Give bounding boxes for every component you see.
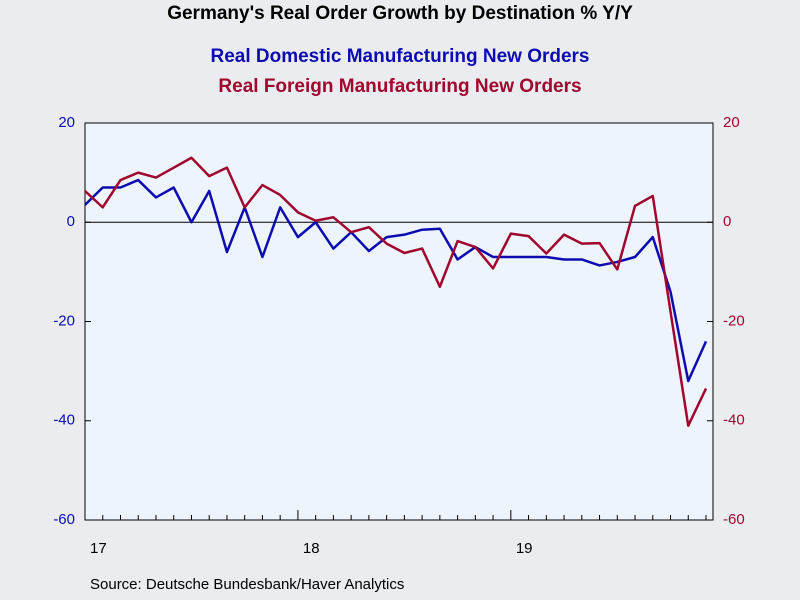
y2-tick-label: -60 — [723, 511, 745, 528]
y2-tick-label: -40 — [723, 412, 745, 429]
series-line — [84, 156, 708, 427]
y2-tick-label: 0 — [723, 213, 731, 230]
y-tick-label: 0 — [67, 213, 75, 230]
source: Source: Deutsche Bundesbank/Haver Analyt… — [90, 576, 404, 593]
x-tick-label: 18 — [303, 540, 320, 557]
series-title: Real Foreign Manufacturing New Orders — [218, 76, 581, 97]
series-line — [84, 178, 708, 383]
y-tick-label: -40 — [53, 412, 75, 429]
x-tick-label: 19 — [516, 540, 533, 557]
y-tick-label: 20 — [58, 114, 75, 131]
y2-tick-label: -20 — [723, 312, 745, 329]
y-tick-label: -60 — [53, 511, 75, 528]
y2-tick-label: 20 — [723, 114, 740, 131]
y-tick-label: -20 — [53, 312, 75, 329]
x-tick-label: 17 — [90, 540, 107, 557]
series-title: Real Domestic Manufacturing New Orders — [210, 46, 589, 67]
plot-area — [84, 122, 714, 521]
chart-title: Germany's Real Order Growth by Destinati… — [167, 3, 633, 24]
